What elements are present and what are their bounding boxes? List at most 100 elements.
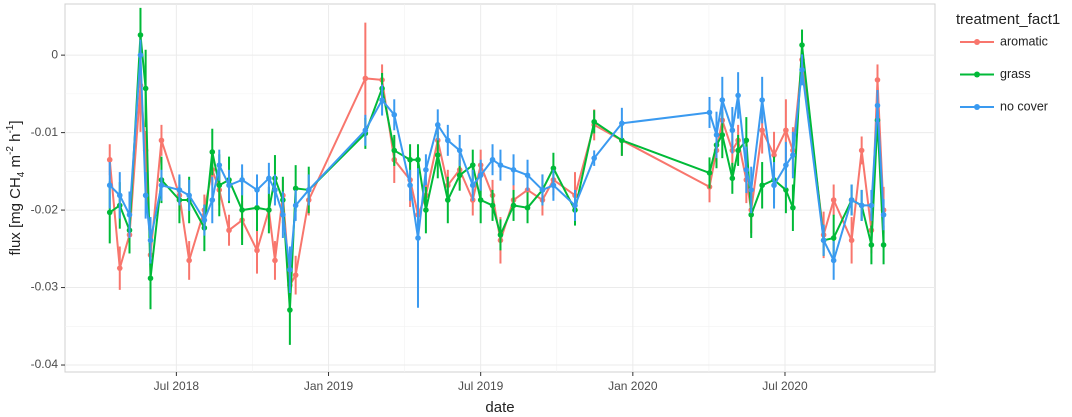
point [407,182,413,189]
point [539,187,546,193]
y-axis-title-part: m [7,155,24,172]
legend-label: grass [1000,67,1031,81]
point [783,162,789,168]
point [434,122,441,128]
point [706,170,713,176]
legend-point [974,104,980,110]
point [391,111,398,118]
legend-point [974,39,980,45]
point [790,204,796,211]
point [106,209,113,216]
point [713,132,720,138]
point [759,127,765,134]
point [477,172,484,179]
point [280,211,286,218]
point [142,192,149,199]
point [799,42,805,48]
x-tick-label: Jan 2019 [304,379,354,393]
point [266,207,272,213]
point [719,132,726,138]
point [771,182,777,189]
point [743,137,750,144]
point [572,202,578,209]
point [147,237,154,244]
y-tick-label: -0.03 [31,280,59,294]
point [292,272,299,278]
point [830,257,837,264]
point [272,257,278,264]
point [868,202,875,209]
legend-title: treatment_fact1 [956,11,1060,28]
point [619,137,625,144]
point [830,235,837,241]
point [729,127,736,134]
point [287,307,293,313]
y-axis-title: flux [mg CH4 m-2 h-1] [5,120,27,255]
point [759,182,765,189]
point [292,185,299,192]
y-axis-title-part: h [7,134,24,147]
point [423,207,429,213]
y-tick-label: -0.02 [31,202,59,216]
y-tick-label: -0.01 [31,125,59,139]
point [759,97,765,103]
x-tick-label: Jul 2020 [762,379,808,393]
series-line [109,54,885,271]
point [719,97,726,103]
point [209,197,216,203]
point [619,120,625,127]
point [445,137,451,144]
point [201,217,208,223]
point [254,204,260,211]
point [706,109,713,116]
legend-label: aromatic [1000,34,1048,48]
point [379,97,385,103]
point [226,182,232,189]
legend-label: no cover [1000,99,1048,113]
point [771,152,777,158]
point [116,265,123,271]
point [735,147,741,154]
x-tick-label: Jul 2019 [458,379,504,393]
point [469,162,476,168]
point [477,197,484,203]
point [126,211,133,218]
point [415,156,421,163]
point [226,227,232,234]
point [874,77,881,83]
point [137,32,144,38]
point [848,237,855,244]
point [147,275,154,282]
point [239,177,245,183]
point [305,187,312,193]
series-line [108,58,885,287]
point [830,197,837,203]
point [848,197,855,203]
point [456,147,463,154]
point [524,204,531,211]
y-tick-label: -0.04 [31,357,59,371]
y-axis-title-part: ] [7,120,24,124]
y-axis-title-part: flux [mg CH [7,177,24,255]
point [880,242,887,248]
point [748,211,755,218]
point [391,147,398,154]
point [266,175,272,182]
point [407,156,413,163]
point [510,166,517,173]
point [743,166,750,173]
point [254,247,260,254]
point [209,149,216,155]
series [106,39,887,308]
point [415,235,421,241]
point [423,166,429,173]
point [868,242,875,248]
point [550,182,557,189]
point [550,165,557,172]
point [362,127,369,134]
point [106,156,113,163]
point [783,187,789,193]
point [497,162,504,168]
point [186,192,192,199]
point [216,182,223,189]
